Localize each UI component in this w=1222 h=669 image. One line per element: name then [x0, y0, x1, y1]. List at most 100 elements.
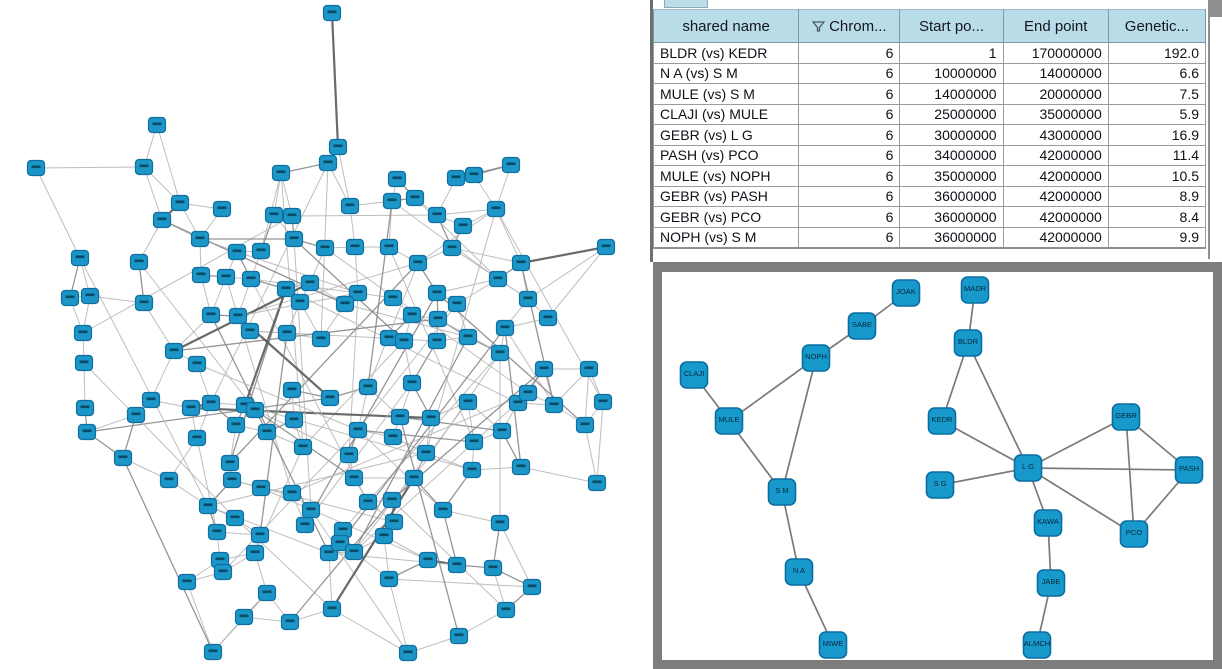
network-node-MULE[interactable]: MULE: [714, 407, 744, 435]
cell-end_point[interactable]: 35000000: [1002, 103, 1109, 125]
network-edge[interactable]: [328, 552, 333, 610]
network-edge[interactable]: [150, 350, 175, 401]
network-node[interactable]: [250, 526, 270, 544]
network-node[interactable]: [322, 600, 342, 618]
column-header-start_point[interactable]: Start po...: [899, 9, 1004, 43]
network-node[interactable]: [421, 409, 441, 427]
network-node[interactable]: [227, 243, 247, 261]
network-edge-NOPH-SM[interactable]: [781, 357, 817, 493]
cell-start_point[interactable]: 36000000: [899, 226, 1004, 248]
cell-end_point[interactable]: 42000000: [1002, 165, 1109, 187]
network-edge[interactable]: [291, 214, 438, 217]
network-edge[interactable]: [289, 499, 393, 623]
column-header-chromosome[interactable]: Chrom...: [798, 9, 901, 43]
network-node-LG[interactable]: L G: [1013, 454, 1043, 482]
network-node[interactable]: [203, 643, 223, 661]
network-node-BLDR[interactable]: BLDR: [953, 329, 983, 357]
network-edge[interactable]: [499, 522, 533, 588]
network-node[interactable]: [264, 206, 284, 224]
network-node[interactable]: [213, 563, 233, 581]
network-node-MIWE[interactable]: MIWE: [818, 631, 848, 659]
network-node[interactable]: [447, 556, 467, 574]
network-node[interactable]: [290, 293, 310, 311]
cell-chromosome[interactable]: 6: [798, 144, 901, 166]
network-edge[interactable]: [357, 429, 444, 511]
network-node[interactable]: [382, 192, 402, 210]
network-edge-BLDR-LG[interactable]: [967, 342, 1029, 469]
column-header-genetic[interactable]: Genetic...: [1107, 9, 1207, 43]
network-edge[interactable]: [79, 257, 209, 507]
network-node[interactable]: [73, 324, 93, 342]
network-edge[interactable]: [436, 208, 497, 216]
cell-chromosome[interactable]: 6: [798, 165, 901, 187]
network-edge[interactable]: [520, 245, 607, 265]
cell-start_point[interactable]: 14000000: [899, 83, 1004, 105]
network-node[interactable]: [234, 608, 254, 626]
cell-genetic[interactable]: 7.5: [1107, 83, 1207, 105]
network-node[interactable]: [70, 249, 90, 267]
network-node[interactable]: [251, 242, 271, 260]
network-node[interactable]: [191, 266, 211, 284]
network-edge[interactable]: [547, 246, 607, 319]
network-node[interactable]: [447, 295, 467, 313]
cell-end_point[interactable]: 14000000: [1002, 62, 1109, 84]
network-node[interactable]: [453, 217, 473, 235]
cell-end_point[interactable]: 43000000: [1002, 124, 1109, 146]
column-header-shared_name[interactable]: shared name: [652, 9, 800, 43]
network-node[interactable]: [446, 169, 466, 187]
cell-genetic[interactable]: 5.9: [1107, 103, 1207, 125]
network-node[interactable]: [335, 295, 355, 313]
cell-genetic[interactable]: 16.9: [1107, 124, 1207, 146]
network-node[interactable]: [501, 156, 521, 174]
network-node[interactable]: [402, 374, 422, 392]
table-row[interactable]: NOPH (vs) S M 6 36000000 42000000 9.9: [652, 226, 1207, 248]
network-node[interactable]: [427, 332, 447, 350]
network-node[interactable]: [315, 239, 335, 257]
network-edge[interactable]: [83, 362, 236, 519]
cell-start_point[interactable]: 10000000: [899, 62, 1004, 84]
network-node-PCO[interactable]: PCO: [1119, 520, 1149, 548]
network-node[interactable]: [358, 378, 378, 396]
network-edge[interactable]: [442, 509, 501, 524]
cell-end_point[interactable]: 42000000: [1002, 185, 1109, 207]
network-edge[interactable]: [210, 162, 329, 404]
network-node[interactable]: [159, 471, 179, 489]
cell-chromosome[interactable]: 6: [798, 185, 901, 207]
network-node[interactable]: [228, 307, 248, 325]
network-node-CLAJI[interactable]: CLAJI: [679, 361, 709, 389]
network-node[interactable]: [74, 354, 94, 372]
cell-shared_name[interactable]: N A (vs) S M: [652, 62, 800, 84]
network-edge[interactable]: [173, 318, 439, 352]
network-node[interactable]: [345, 238, 365, 256]
network-node[interactable]: [518, 290, 538, 308]
network-node[interactable]: [282, 207, 302, 225]
network-edge[interactable]: [310, 509, 409, 654]
network-node[interactable]: [587, 474, 607, 492]
network-node[interactable]: [245, 544, 265, 562]
network-node[interactable]: [402, 306, 422, 324]
network-edge[interactable]: [143, 166, 163, 221]
network-node[interactable]: [201, 306, 221, 324]
cell-shared_name[interactable]: MULE (vs) NOPH: [652, 165, 800, 187]
cell-end_point[interactable]: 170000000: [1002, 42, 1109, 64]
network-node[interactable]: [387, 170, 407, 188]
network-node[interactable]: [344, 469, 364, 487]
network-edge[interactable]: [161, 219, 346, 305]
network-node[interactable]: [458, 328, 478, 346]
network-node-KAWA[interactable]: KAWA: [1033, 509, 1063, 537]
network-node[interactable]: [293, 438, 313, 456]
network-edge[interactable]: [388, 578, 533, 588]
network-node[interactable]: [538, 309, 558, 327]
network-node[interactable]: [383, 289, 403, 307]
cell-end_point[interactable]: 42000000: [1002, 226, 1109, 248]
network-node[interactable]: [511, 254, 531, 272]
network-edge-LG-PCO[interactable]: [1027, 467, 1135, 535]
cell-start_point[interactable]: 35000000: [899, 165, 1004, 187]
network-node[interactable]: [330, 534, 350, 552]
network-edge[interactable]: [207, 452, 427, 507]
network-node[interactable]: [442, 239, 462, 257]
cell-chromosome[interactable]: 6: [798, 226, 901, 248]
network-node[interactable]: [490, 514, 510, 532]
network-edge[interactable]: [234, 517, 333, 610]
cell-end_point[interactable]: 42000000: [1002, 144, 1109, 166]
